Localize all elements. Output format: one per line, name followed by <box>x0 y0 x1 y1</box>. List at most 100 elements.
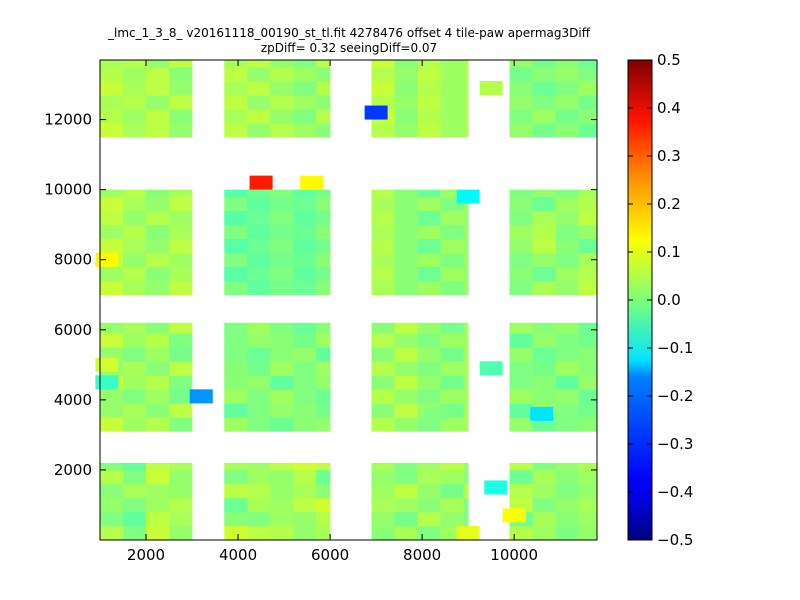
heatmap-cell <box>169 361 193 376</box>
heatmap-cell <box>224 417 248 432</box>
heatmap-cell <box>169 280 193 296</box>
y-tick-label: 8000 <box>54 251 92 269</box>
heatmap-cell <box>270 497 294 513</box>
heatmap-cell <box>509 469 533 485</box>
heatmap-cell <box>100 483 124 499</box>
heatmap-cell <box>578 266 598 282</box>
heatmap-cell <box>270 109 294 124</box>
heatmap-outlier-cell <box>424 406 448 421</box>
heatmap-cell <box>270 238 294 254</box>
heatmap-cell <box>463 322 469 334</box>
heatmap-cell <box>270 266 294 282</box>
heatmap-cell <box>463 403 469 418</box>
heatmap-cell <box>463 462 469 471</box>
heatmap-cell <box>394 196 418 211</box>
heatmap-cell <box>247 196 271 211</box>
heatmap-cell <box>270 196 294 211</box>
heatmap-cell <box>146 511 170 527</box>
heatmap-cell <box>394 333 418 348</box>
x-tick-label: 6000 <box>311 546 349 564</box>
heatmap-cell <box>169 224 193 239</box>
heatmap-cell <box>146 403 170 418</box>
heatmap-cell <box>532 252 556 268</box>
heatmap-cell <box>100 196 124 211</box>
heatmap-cell <box>123 210 147 225</box>
heatmap-cell <box>578 60 598 68</box>
heatmap-cell <box>440 483 464 499</box>
heatmap-cell <box>532 189 556 197</box>
heatmap-cell <box>417 238 441 254</box>
heatmap-cell <box>224 322 248 334</box>
heatmap-cell <box>509 525 533 541</box>
heatmap-cell <box>293 333 317 348</box>
heatmap-cell <box>270 322 294 334</box>
heatmap-cell <box>146 322 170 334</box>
heatmap-cell <box>316 462 331 471</box>
heatmap-cell <box>555 252 579 268</box>
heatmap-cell <box>100 417 124 432</box>
heatmap-cell <box>270 123 294 138</box>
heatmap-cell <box>224 189 248 197</box>
heatmap-cell <box>123 483 147 499</box>
heatmap-cell <box>293 196 317 211</box>
heatmap-cell <box>293 403 317 418</box>
heatmap-cell <box>417 347 441 362</box>
heatmap-cell <box>146 361 170 376</box>
heatmap-cell <box>532 389 556 404</box>
heatmap-cell <box>532 417 556 432</box>
colorbar-tick-label: 0.0 <box>657 291 681 309</box>
heatmap-cell <box>371 469 395 485</box>
heatmap-cell <box>169 375 193 390</box>
heatmap-cell <box>394 347 418 362</box>
heatmap-cell <box>532 462 556 471</box>
heatmap-cell <box>123 189 147 197</box>
heatmap-cell <box>394 109 418 124</box>
heatmap-outlier-cell <box>95 252 119 267</box>
heatmap-cell <box>555 322 579 334</box>
heatmap-cell <box>293 109 317 124</box>
heatmap-cell <box>394 511 418 527</box>
heatmap-cell <box>394 224 418 239</box>
heatmap-cell <box>316 95 331 110</box>
heatmap-cell <box>394 417 418 432</box>
heatmap-cell <box>417 462 441 471</box>
heatmap-cell <box>224 210 248 225</box>
heatmap-cell <box>224 483 248 499</box>
heatmap-cell <box>440 266 464 282</box>
heatmap-cell <box>578 189 598 197</box>
heatmap-cell <box>532 210 556 225</box>
heatmap-cell <box>316 525 331 541</box>
heatmap-cell <box>224 497 248 513</box>
colorbar-tick-label: 0.4 <box>657 99 681 117</box>
heatmap-cell <box>532 469 556 485</box>
heatmap-cell <box>578 95 598 110</box>
heatmap-cell <box>555 210 579 225</box>
heatmap-cell <box>316 375 331 390</box>
heatmap-cell <box>293 417 317 432</box>
heatmap-cell <box>463 67 469 82</box>
heatmap-cell <box>371 462 395 471</box>
heatmap-cell <box>440 238 464 254</box>
heatmap-cell <box>316 403 331 418</box>
heatmap-cell <box>100 189 124 197</box>
heatmap-cell <box>463 252 469 268</box>
heatmap-cell <box>224 403 248 418</box>
heatmap-cell <box>417 417 441 432</box>
heatmap-cell <box>555 361 579 376</box>
heatmap-cell <box>247 347 271 362</box>
heatmap-cell <box>247 280 271 296</box>
heatmap-cell <box>371 361 395 376</box>
heatmap-cell <box>509 189 533 197</box>
heatmap-cell <box>509 389 533 404</box>
heatmap-cell <box>316 189 331 197</box>
heatmap-cell <box>316 266 331 282</box>
heatmap-cell <box>270 189 294 197</box>
heatmap-cell <box>247 95 271 110</box>
heatmap-cell <box>293 123 317 138</box>
heatmap-cell <box>270 95 294 110</box>
heatmap-cell <box>293 224 317 239</box>
heatmap-cell <box>440 280 464 296</box>
heatmap-cell <box>224 60 248 68</box>
heatmap-cell <box>169 511 193 527</box>
heatmap-cell <box>100 123 124 138</box>
